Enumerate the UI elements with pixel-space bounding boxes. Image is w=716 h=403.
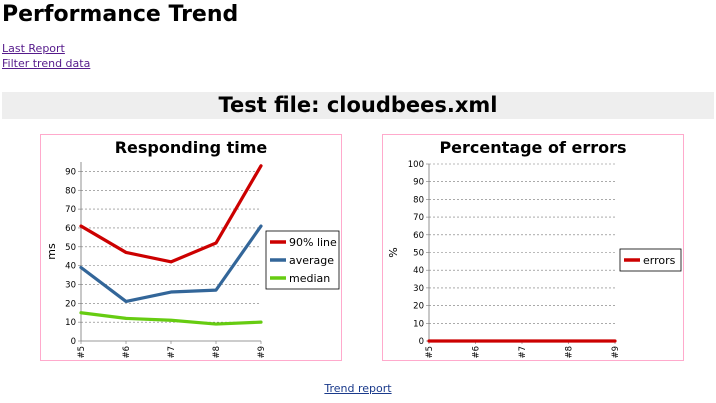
y-tick-label: 80: [413, 195, 424, 205]
x-tick-label: #9: [611, 346, 621, 359]
x-tick-label: #6: [122, 346, 132, 359]
x-tick-label: #7: [167, 346, 177, 359]
page-title: Performance Trend: [2, 2, 239, 27]
percentage-errors-chart-svg: Percentage of errors% 0 10 20 30 40 50 60 70 80 90…: [387, 138, 682, 359]
series-line-90-line: [79, 164, 263, 264]
series-line-average: [79, 224, 263, 304]
trend-report-link[interactable]: Trend report: [324, 382, 392, 395]
y-tick-label: 40: [65, 262, 76, 272]
x-tick-label: #7: [518, 346, 528, 359]
y-tick-label: 60: [65, 224, 76, 234]
y-tick-label: 30: [413, 284, 424, 294]
series-line-median: [79, 311, 263, 326]
y-tick-label: 100: [408, 160, 424, 170]
x-tick-label: #9: [257, 346, 267, 359]
last-report-link[interactable]: Last Report: [2, 42, 65, 55]
y-tick-label: 90: [65, 167, 76, 177]
y-tick-label: 80: [65, 186, 76, 196]
legend-label: 90% line: [289, 236, 337, 249]
x-tick-label: #6: [472, 346, 482, 359]
legend-label: average: [289, 254, 334, 267]
y-tick-label: 30: [65, 280, 76, 290]
y-tick-label: 0: [71, 337, 76, 347]
y-tick-label: 10: [413, 319, 424, 329]
percentage-errors-chart: Percentage of errors% 0 10 20 30 40 50 60 70 80 90…: [382, 134, 684, 361]
test-file-banner: Test file: cloudbees.xml: [2, 92, 714, 119]
footer: Trend report: [0, 382, 716, 396]
legend-label: errors: [643, 254, 676, 267]
y-tick-label: 90: [413, 178, 424, 188]
y-axis-label: %: [387, 247, 400, 257]
y-tick-label: 70: [413, 213, 424, 223]
y-tick-label: 50: [413, 249, 424, 259]
x-tick-label: #5: [77, 346, 87, 359]
y-tick-label: 20: [413, 302, 424, 312]
x-tick-label: #5: [425, 346, 435, 359]
y-tick-label: 20: [65, 299, 76, 309]
y-tick-label: 40: [413, 266, 424, 276]
filter-trend-data-link[interactable]: Filter trend data: [2, 57, 91, 70]
responding-time-chart-svg: Responding time ms 0 10 20 30 40 50 60 70 80 90 #5 #6…: [45, 138, 340, 359]
legend: [619, 248, 682, 272]
y-tick-label: 60: [413, 231, 424, 241]
y-axis-label: ms: [45, 243, 58, 260]
responding-time-chart: Responding time ms 0 10 20 30 40 50 60 70 80 90 #5 #6…: [40, 134, 342, 361]
y-tick-label: 70: [65, 205, 76, 215]
y-tick-label: 10: [65, 318, 76, 328]
chart-title: Percentage of errors: [439, 138, 626, 157]
chart-title: Responding time: [115, 138, 268, 157]
y-tick-label: 50: [65, 243, 76, 253]
legend-label: median: [289, 272, 330, 285]
x-tick-label: #8: [565, 346, 575, 359]
y-tick-label: 0: [419, 337, 424, 347]
x-tick-label: #8: [212, 346, 222, 359]
